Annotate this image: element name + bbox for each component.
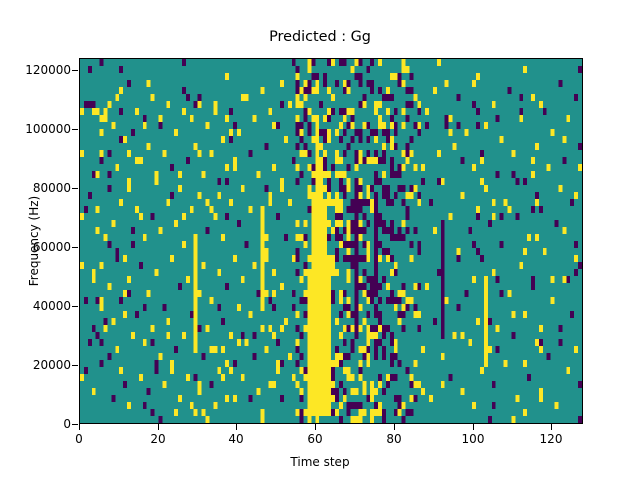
heatmap-image: [80, 59, 582, 423]
x-tick-100: [473, 424, 474, 430]
heatmap-plot-area: [79, 58, 583, 424]
y-ticklabel-0: 0: [63, 417, 71, 431]
x-tick-0: [79, 424, 80, 430]
y-ticklabel-120000: 120000: [25, 63, 71, 77]
y-ticklabel-60000: 60000: [32, 240, 71, 254]
y-tick-60000: [72, 247, 78, 248]
x-ticklabel-0: 0: [75, 432, 83, 446]
x-tick-120: [551, 424, 552, 430]
x-ticklabel-120: 120: [539, 432, 563, 446]
y-tick-80000: [72, 188, 78, 189]
x-tick-20: [158, 424, 159, 430]
y-axis-label: Frequency (Hz): [27, 195, 41, 287]
page-title: Predicted : Gg: [269, 29, 371, 45]
y-ticklabel-80000: 80000: [32, 181, 71, 195]
x-ticklabel-40: 40: [228, 432, 244, 446]
y-tick-100000: [72, 129, 78, 130]
x-ticklabel-80: 80: [386, 432, 402, 446]
y-tick-0: [72, 424, 78, 425]
y-ticklabel-40000: 40000: [32, 299, 71, 313]
x-tick-40: [236, 424, 237, 430]
x-ticklabel-60: 60: [307, 432, 323, 446]
x-tick-80: [394, 424, 395, 430]
x-ticklabel-100: 100: [461, 432, 485, 446]
y-ticklabel-100000: 100000: [25, 122, 71, 136]
x-axis-label: Time step: [290, 455, 350, 469]
x-ticklabel-20: 20: [150, 432, 166, 446]
y-tick-40000: [72, 306, 78, 307]
x-tick-60: [315, 424, 316, 430]
y-ticklabel-20000: 20000: [32, 358, 71, 372]
y-tick-20000: [72, 365, 78, 366]
y-tick-120000: [72, 70, 78, 71]
